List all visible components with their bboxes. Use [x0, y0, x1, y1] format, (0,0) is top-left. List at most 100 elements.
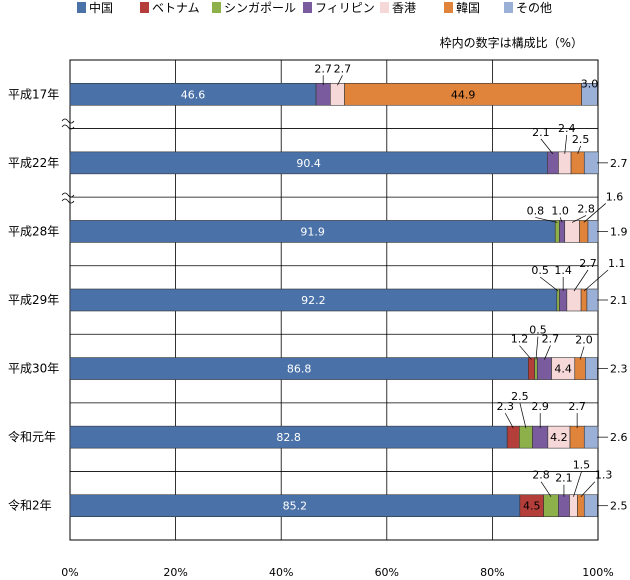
x-tick-label: 80%	[480, 566, 504, 579]
leader-line	[579, 346, 585, 360]
bar-segment-4	[569, 494, 578, 518]
legend-label-4: 香港	[392, 1, 416, 15]
legend-label-3: フィリピン	[315, 1, 375, 15]
bar-segment-3	[536, 357, 552, 380]
data-label-0: 91.9	[300, 225, 325, 238]
legend-label-6: その他	[516, 1, 552, 15]
bar-segment-4	[558, 151, 572, 175]
data-label-5: 2.0	[575, 334, 593, 347]
data-label-5: 1.1	[608, 257, 626, 270]
data-label-2: 0.5	[529, 324, 547, 337]
bar-segment-1	[506, 425, 520, 449]
data-label-1: 4.5	[523, 500, 541, 513]
bar-segment-3	[558, 494, 570, 518]
leader-line	[559, 217, 563, 223]
data-label-2: 2.5	[511, 390, 529, 403]
data-label-3: 2.1	[555, 472, 573, 485]
data-label-5: 44.9	[451, 88, 476, 101]
data-label-5: 1.6	[606, 190, 624, 203]
bar-segment-6	[587, 220, 599, 243]
category-label: 平成22年	[8, 156, 59, 170]
data-label-5: 1.3	[595, 469, 613, 482]
bar-segment-4	[566, 288, 582, 312]
bar-segment-6	[583, 151, 599, 175]
leader-line	[504, 412, 514, 429]
leader-line	[540, 481, 552, 497]
bar-segment-6	[583, 425, 599, 449]
data-label-5: 2.5	[572, 133, 590, 146]
bar-segment-2	[543, 494, 559, 518]
bar-segment-3	[315, 82, 331, 106]
bar-segment-5	[569, 425, 585, 449]
bar-segment-2	[556, 288, 560, 312]
bar-segment-6	[581, 82, 598, 106]
leader-line	[539, 276, 559, 292]
data-label-3: 2.7	[314, 62, 332, 75]
data-label-3: 1.0	[551, 204, 569, 217]
x-tick-label: 0%	[61, 566, 78, 579]
legend-label-2: シンガポール	[224, 1, 296, 15]
data-label-2: 2.8	[532, 469, 550, 482]
chart-note: 枠内の数字は構成比（%）	[440, 35, 583, 50]
data-label-6: 2.3	[610, 363, 628, 376]
bar-segment-5	[579, 220, 589, 243]
leader-line	[519, 345, 532, 360]
leader-line	[337, 75, 343, 86]
bar-segment-2	[554, 220, 560, 243]
leader-line	[535, 217, 558, 223]
bar-segment-6	[585, 357, 598, 380]
bar-segment-5	[570, 151, 585, 175]
data-label-4: 2.7	[579, 257, 597, 270]
data-label-4: 2.4	[558, 122, 576, 135]
data-label-4: 1.5	[573, 459, 591, 472]
x-tick-label: 40%	[269, 566, 293, 579]
data-label-0: 86.8	[287, 363, 312, 376]
data-label-6: 2.6	[610, 431, 628, 444]
legend-swatch-1	[140, 2, 149, 13]
leader-line	[564, 134, 568, 154]
category-label: 平成28年	[8, 224, 59, 238]
leader-line	[580, 481, 596, 497]
leader-line	[535, 336, 539, 360]
bar-segment-3	[547, 151, 559, 175]
category-label: 平成17年	[8, 87, 59, 101]
bar-segment-6	[583, 494, 598, 518]
bar-segment-2	[519, 425, 533, 449]
bar-segment-3	[559, 220, 566, 243]
data-label-0: 90.4	[296, 157, 321, 170]
data-label-0: 46.6	[181, 88, 206, 101]
x-tick-label: 60%	[375, 566, 399, 579]
legend-swatch-5	[444, 2, 453, 13]
data-label-0: 92.2	[301, 294, 326, 307]
legend-swatch-6	[504, 2, 513, 13]
leader-line	[571, 215, 587, 223]
data-label-6: 1.9	[610, 225, 628, 238]
data-label-4: 2.7	[334, 62, 352, 75]
legend-label-1: ベトナム	[152, 1, 200, 15]
leader-line	[519, 403, 527, 429]
bar-segment-5	[574, 357, 586, 380]
legend-swatch-0	[77, 2, 86, 13]
data-label-2: 0.8	[527, 204, 545, 217]
legend-label-0: 中国	[89, 0, 113, 15]
leader-line	[573, 269, 589, 292]
axis-break-mark	[61, 192, 75, 204]
bar-segment-2	[534, 357, 538, 380]
category-label: 令和元年	[8, 429, 56, 444]
data-label-0: 82.8	[276, 431, 301, 444]
bar-segment-1	[528, 357, 535, 380]
data-label-0: 85.2	[283, 500, 308, 513]
bar-segment-4	[330, 82, 345, 106]
data-label-3: 2.9	[531, 400, 549, 413]
data-label-4: 2.8	[577, 202, 595, 215]
bar-segment-4	[564, 220, 580, 243]
leader-line	[583, 203, 606, 223]
data-label-3: 2.7	[542, 333, 560, 346]
bar-segment-3	[559, 288, 568, 312]
legend-label-5: 韓国	[456, 1, 480, 15]
leader-line	[583, 269, 609, 292]
data-label-6: 3.0	[581, 77, 599, 90]
data-label-6: 2.5	[610, 500, 628, 513]
category-label: 平成29年	[8, 293, 59, 307]
